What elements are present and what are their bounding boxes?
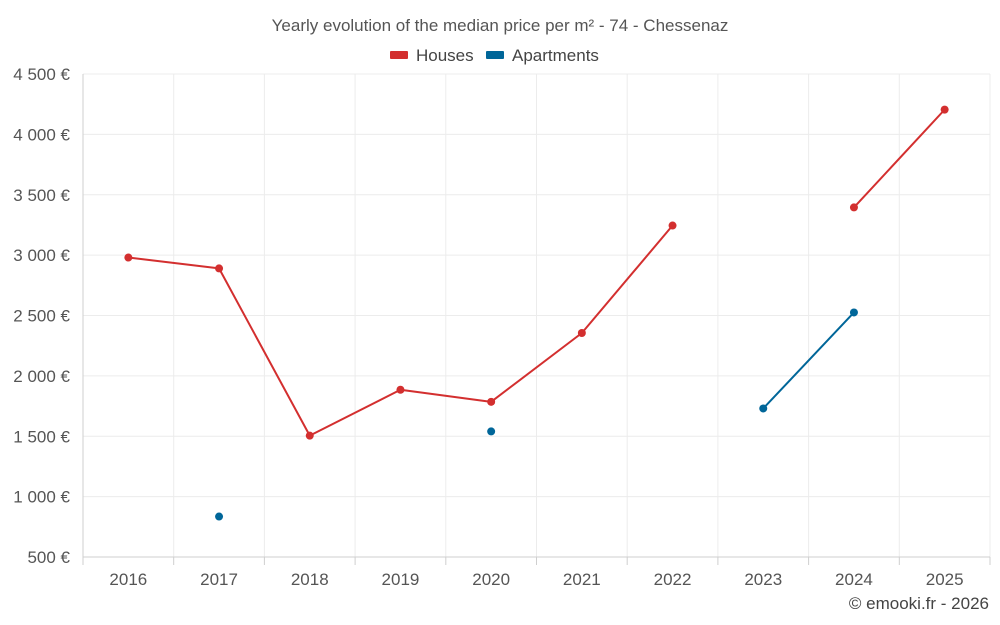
chart-title: Yearly evolution of the median price per… bbox=[272, 16, 729, 35]
data-point[interactable] bbox=[487, 427, 496, 436]
legend-label: Houses bbox=[416, 46, 474, 65]
x-tick-label: 2021 bbox=[563, 570, 601, 589]
y-tick-label: 1 000 € bbox=[13, 488, 70, 507]
x-tick-label: 2023 bbox=[744, 570, 782, 589]
x-tick-label: 2024 bbox=[835, 570, 873, 589]
y-tick-label: 2 000 € bbox=[13, 367, 70, 386]
legend-item-houses[interactable]: Houses bbox=[390, 46, 474, 65]
credit-text: © emooki.fr - 2026 bbox=[849, 594, 989, 613]
data-point[interactable] bbox=[940, 105, 949, 114]
legend[interactable]: Houses Apartments bbox=[390, 46, 599, 65]
y-tick-label: 3 000 € bbox=[13, 246, 70, 265]
y-tick-label: 4 500 € bbox=[13, 65, 70, 84]
data-point[interactable] bbox=[759, 404, 768, 413]
x-tick-label: 2025 bbox=[926, 570, 964, 589]
data-point[interactable] bbox=[849, 308, 858, 317]
legend-swatch bbox=[390, 51, 408, 59]
data-point[interactable] bbox=[124, 253, 133, 262]
series-line-segment bbox=[580, 224, 674, 335]
y-tick-label: 2 500 € bbox=[13, 307, 70, 326]
legend-swatch bbox=[486, 51, 504, 59]
axes: 4 500 € 4 000 € 3 500 € 3 000 € 2 500 € 2 000… bbox=[13, 65, 991, 589]
x-tick-label: 2020 bbox=[472, 570, 510, 589]
series-line-segment bbox=[127, 256, 221, 270]
series-line-segment bbox=[490, 332, 583, 403]
legend-item-apartments[interactable]: Apartments bbox=[486, 46, 599, 65]
data-point[interactable] bbox=[577, 329, 586, 338]
data-point[interactable] bbox=[305, 431, 314, 440]
x-tick-label: 2016 bbox=[109, 570, 147, 589]
x-tick-label: 2017 bbox=[200, 570, 238, 589]
x-tick-label: 2022 bbox=[654, 570, 692, 589]
data-point[interactable] bbox=[668, 221, 677, 230]
series-apartments bbox=[215, 308, 858, 521]
series-houses bbox=[124, 105, 949, 440]
legend-label: Apartments bbox=[512, 46, 599, 65]
data-point[interactable] bbox=[215, 264, 224, 273]
data-point[interactable] bbox=[487, 397, 496, 406]
y-tick-label: 500 € bbox=[27, 548, 70, 567]
x-tick-label: 2019 bbox=[382, 570, 420, 589]
series-line-segment bbox=[852, 108, 946, 209]
grid bbox=[82, 73, 991, 557]
x-tick-label: 2018 bbox=[291, 570, 329, 589]
series-line-segment bbox=[308, 388, 402, 437]
data-point[interactable] bbox=[396, 385, 405, 394]
series-layer bbox=[124, 105, 949, 521]
y-tick-label: 3 500 € bbox=[13, 186, 70, 205]
series-line-segment bbox=[399, 388, 493, 403]
y-tick-label: 1 500 € bbox=[13, 427, 70, 446]
data-point[interactable] bbox=[849, 203, 858, 212]
series-line-segment bbox=[218, 267, 311, 437]
series-line-segment bbox=[762, 311, 855, 410]
y-tick-label: 4 000 € bbox=[13, 125, 70, 144]
data-point[interactable] bbox=[215, 512, 224, 521]
